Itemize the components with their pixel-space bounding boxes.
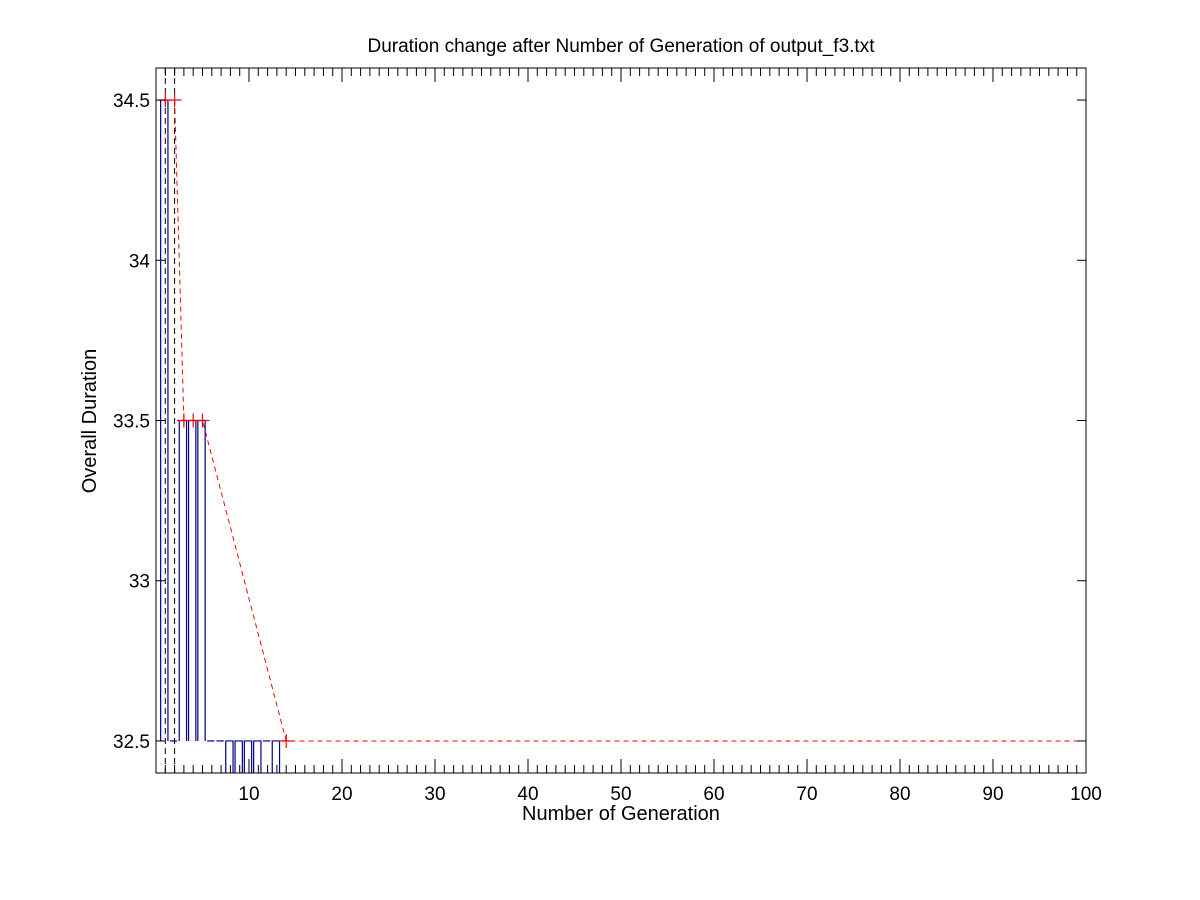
data-bar — [234, 740, 243, 773]
plus-marker — [167, 93, 182, 108]
data-bar — [253, 740, 262, 773]
y-tick-label: 33.5 — [113, 412, 150, 433]
x-tick-label: 60 — [703, 784, 724, 805]
x-tick-label: 10 — [238, 784, 259, 805]
x-axis-label: Number of Generation — [522, 803, 720, 825]
chart-title: Duration change after Number of Generati… — [368, 36, 876, 57]
series-layer — [158, 93, 1086, 773]
x-tick-label: 90 — [982, 784, 1003, 805]
reference-lines — [164, 68, 176, 773]
x-tick-label: 70 — [796, 784, 817, 805]
x-tick-label: 80 — [889, 784, 910, 805]
x-tick-label: 30 — [424, 784, 445, 805]
plus-marker — [195, 413, 210, 428]
data-bar — [243, 740, 253, 773]
plus-marker — [279, 733, 294, 748]
x-tick-label: 20 — [331, 784, 352, 805]
data-bar — [271, 740, 281, 773]
y-tick-label: 34 — [129, 251, 151, 272]
x-tick-label: 50 — [610, 784, 631, 805]
y-tick-label: 33 — [129, 572, 150, 593]
x-tick-label: 40 — [517, 784, 538, 805]
y-tick-label: 32.5 — [113, 732, 150, 753]
x-tick-label: 100 — [1070, 784, 1102, 805]
minor-ticks — [164, 68, 1078, 773]
y-tick-label: 34.5 — [113, 91, 150, 112]
plot-background — [156, 68, 1086, 773]
data-bar — [225, 740, 234, 773]
y-axis-ticks: 32.5 33 33.5 34 34.5 — [113, 91, 1086, 753]
y-axis-label: Overall Duration — [79, 349, 101, 494]
x-axis-ticks: 10 20 30 40 50 60 70 80 90 100 — [238, 68, 1102, 805]
